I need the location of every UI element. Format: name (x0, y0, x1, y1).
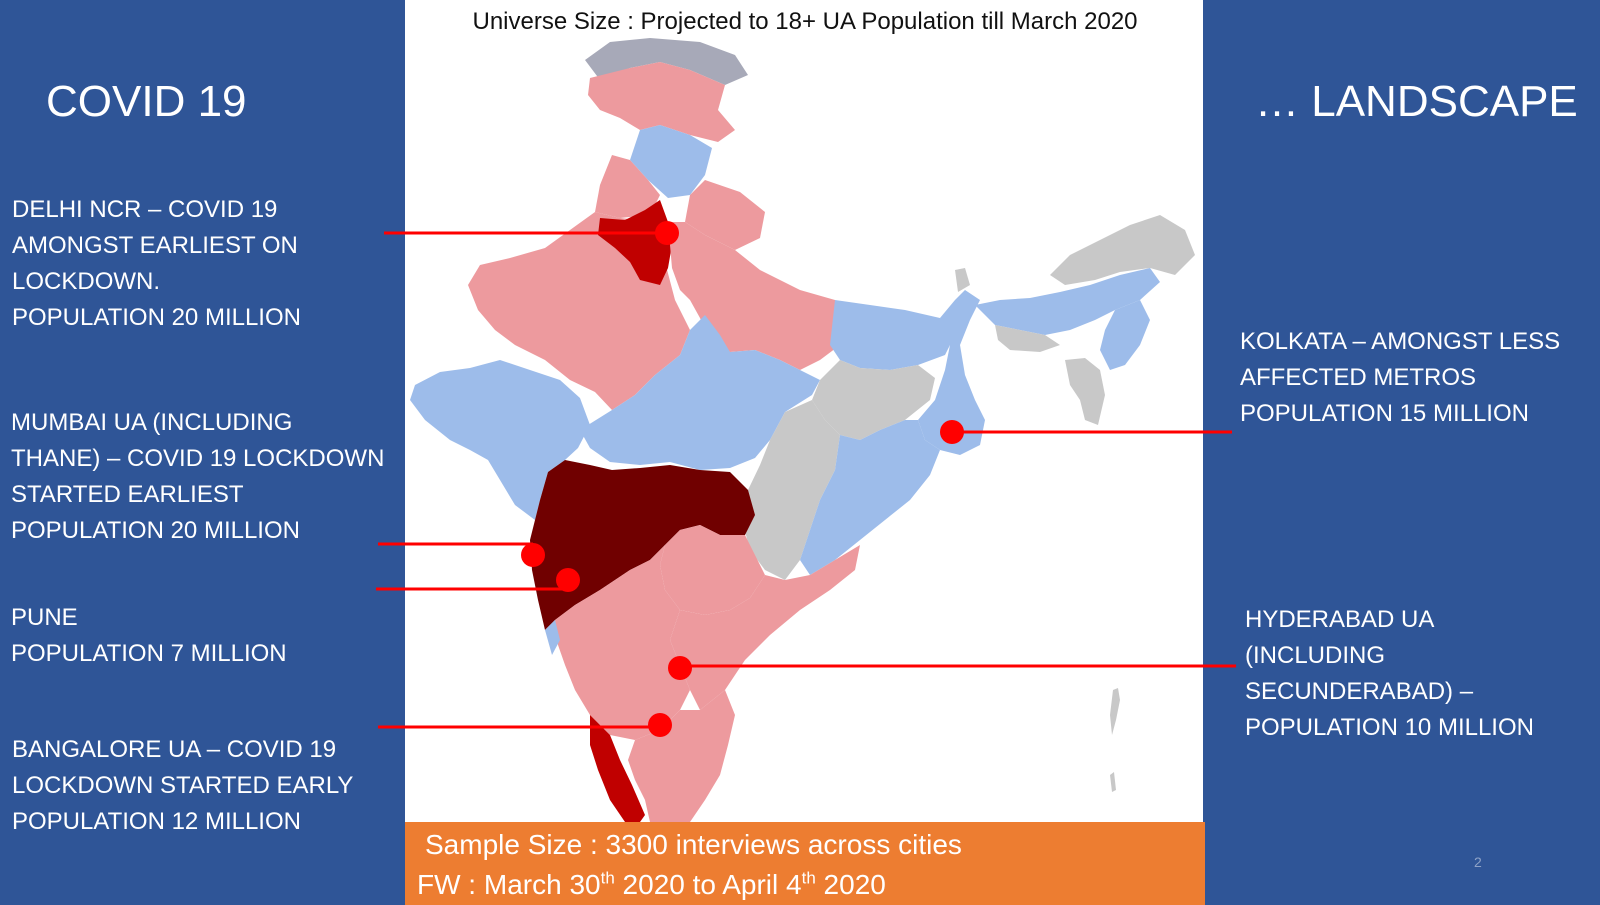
mumbai-line-4: POPULATION 20 MILLION (11, 517, 300, 544)
kolkata-annotation: KOLKATA – AMONGST LESS AFFECTED METROS P… (1240, 324, 1560, 432)
state-telangana (660, 525, 765, 615)
fieldwork-sup-1: th (600, 868, 615, 888)
mumbai-line-1: MUMBAI UA (INCLUDING (11, 409, 293, 436)
state-meghalaya (995, 325, 1060, 352)
fieldwork-end: 2020 (815, 869, 886, 900)
state-nagaland-manipur (1100, 300, 1150, 370)
pune-marker (556, 568, 580, 592)
bangalore-line-3: POPULATION 12 MILLION (12, 808, 301, 835)
universe-size-text: Universe Size : Projected to 18+ UA Popu… (472, 8, 1138, 35)
mumbai-annotation: MUMBAI UA (INCLUDING THANE) – COVID 19 L… (11, 405, 384, 549)
mumbai-marker (521, 543, 545, 567)
fieldwork-dates-text: FW : March 30th 2020 to April 4th 2020 (417, 865, 886, 905)
state-jharkhand (812, 360, 935, 440)
bangalore-line-2: LOCKDOWN STARTED EARLY (12, 772, 354, 799)
kolkata-line-1: KOLKATA – AMONGST LESS (1240, 328, 1561, 355)
delhi-line-2: AMONGST EARLIEST ON (12, 232, 298, 259)
page-number: 2 (1474, 854, 1482, 870)
mumbai-line-3: STARTED EARLIEST (11, 481, 244, 508)
hyderabad-marker (668, 656, 692, 680)
kolkata-line-2: AFFECTED METROS (1240, 364, 1477, 391)
state-mizoram-tripura (1065, 358, 1105, 425)
state-andhra-pradesh (670, 545, 860, 710)
state-bihar (830, 300, 955, 370)
delhi-line-4: POPULATION 20 MILLION (12, 304, 301, 331)
pune-annotation: PUNE POPULATION 7 MILLION (11, 600, 287, 672)
hyderabad-line-4: POPULATION 10 MILLION (1245, 714, 1534, 741)
bangalore-line-1: BANGALORE UA – COVID 19 (12, 736, 337, 763)
state-madhya-pradesh (580, 315, 820, 470)
pune-line-1: PUNE (11, 604, 78, 631)
delhi-line-3: LOCKDOWN. (12, 268, 161, 295)
state-tamil-nadu (628, 690, 735, 822)
state-maharashtra (530, 460, 755, 630)
state-himachal (630, 125, 712, 198)
state-sikkim (955, 268, 970, 292)
slide-title-left: COVID 19 (46, 77, 247, 126)
delhi-line-1: DELHI NCR – COVID 19 (12, 196, 278, 223)
state-odisha (800, 420, 940, 575)
state-kerala (590, 715, 645, 822)
bangalore-annotation: BANGALORE UA – COVID 19 LOCKDOWN STARTED… (12, 732, 353, 840)
fieldwork-sup-2: th (801, 868, 816, 888)
state-haryana-delhi (598, 200, 672, 285)
delhi-annotation: DELHI NCR – COVID 19 AMONGST EARLIEST ON… (12, 192, 301, 336)
sample-size-text: Sample Size : 3300 interviews across cit… (425, 829, 962, 860)
india-map-panel (405, 0, 1203, 822)
hyderabad-line-2: (INCLUDING (1245, 642, 1386, 669)
fieldwork-start: FW : March 30 (417, 869, 601, 900)
hyderabad-line-1: HYDERABAD UA (1245, 606, 1435, 633)
state-chhattisgarh (742, 400, 840, 580)
state-uttarakhand (685, 180, 765, 250)
kolkata-line-3: POPULATION 15 MILLION (1240, 400, 1529, 427)
state-gujarat (410, 360, 590, 520)
hyderabad-annotation: HYDERABAD UA (INCLUDING SECUNDERABAD) – … (1245, 602, 1534, 746)
state-arunachal (1050, 215, 1195, 285)
state-punjab (595, 155, 660, 218)
state-jammu-kashmir (588, 62, 735, 142)
state-assam (975, 268, 1160, 335)
state-west-bengal (918, 290, 985, 455)
state-jk-north (585, 38, 748, 85)
fieldwork-middle: 2020 to April 4 (614, 869, 802, 900)
state-karnataka (555, 545, 690, 740)
hyderabad-line-3: SECUNDERABAD) – (1245, 678, 1474, 705)
andaman-islands (1110, 688, 1120, 792)
delhi-marker (655, 221, 679, 245)
pune-line-2: POPULATION 7 MILLION (11, 640, 287, 667)
india-map (410, 38, 1195, 822)
bangalore-marker (648, 713, 672, 737)
kolkata-marker (940, 420, 964, 444)
sample-size-box: Sample Size : 3300 interviews across cit… (405, 822, 1205, 905)
slide-title-right: … LANDSCAPE (1255, 77, 1578, 126)
state-goa (545, 620, 560, 655)
mumbai-line-2: THANE) – COVID 19 LOCKDOWN (11, 445, 385, 472)
